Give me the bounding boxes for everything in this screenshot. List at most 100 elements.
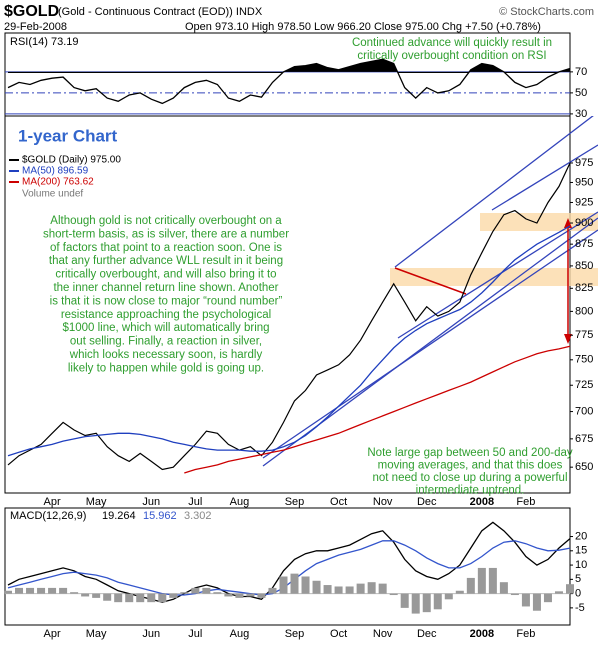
x-tick-label: Dec [417, 496, 437, 508]
histogram-bar [92, 593, 101, 598]
x-tick-label: Aug [230, 496, 250, 508]
x-tick-label: Apr [44, 628, 61, 640]
rsi-annotation: Continued advance will quickly result in [352, 37, 552, 49]
series-line [7, 225, 571, 457]
histogram-bar [334, 586, 343, 594]
histogram-bar [180, 592, 189, 594]
y-tick-label: 950 [575, 176, 593, 188]
macd-label: MACD(12,26,9) [10, 510, 86, 522]
note-line: critically overbought, and will also bri… [55, 269, 276, 281]
histogram-bar [147, 593, 156, 603]
histogram-bar [455, 590, 464, 594]
legend-label: $GOLD (Daily) 975.00 [22, 155, 121, 166]
y-tick-label: 650 [575, 461, 593, 473]
trend-line [397, 211, 598, 339]
y-tick-label: 5 [575, 573, 581, 585]
histogram-bar [224, 593, 233, 597]
histogram-bar [543, 593, 552, 603]
histogram-bar [345, 586, 354, 594]
x-tick-label: Oct [330, 496, 347, 508]
x-tick-label: Nov [373, 628, 393, 640]
histogram-bar [444, 593, 453, 600]
macd-value: 19.264 [102, 510, 136, 522]
note-line: Note large gap between 50 and 200-day [367, 447, 572, 459]
histogram-bar [114, 593, 123, 603]
note-line: out selling. Finally, a reaction in silv… [70, 336, 262, 348]
histogram-bar [15, 587, 24, 594]
histogram-bar [532, 593, 541, 611]
histogram-bar [257, 593, 266, 598]
histogram-bar [554, 591, 563, 594]
note-line: resistance approaching the psychological [61, 309, 271, 321]
description: (Gold - Continuous Contract (EOD)) INDX [58, 6, 263, 18]
note-line: the inner channel return line shown. Ano… [53, 282, 278, 294]
y-tick-label: 675 [575, 433, 593, 445]
y-tick-label: 875 [575, 238, 593, 250]
histogram-bar [246, 593, 255, 597]
x-tick-label: Nov [373, 496, 393, 508]
x-tick-label: Apr [44, 496, 61, 508]
histogram-bar [323, 585, 332, 594]
histogram-bar [4, 590, 12, 594]
x-tick-label: Sep [285, 628, 305, 640]
overbought-fill [8, 59, 570, 73]
trend-line [262, 229, 598, 459]
histogram-bar [136, 593, 145, 603]
histogram-bar [312, 580, 321, 594]
histogram-bar [356, 583, 365, 594]
x-tick-label: Feb [516, 628, 535, 640]
signal-value: 15.962 [143, 510, 177, 522]
histogram-bar [510, 593, 519, 596]
y-tick-label: 800 [575, 305, 593, 317]
histogram-bar [488, 567, 497, 594]
histogram-bar [125, 593, 134, 603]
x-tick-label: Oct [330, 628, 347, 640]
histogram-value: 3.302 [184, 510, 212, 522]
series-line [184, 345, 571, 474]
note-line: intermediate uptrend. [416, 485, 525, 497]
x-tick-label: May [86, 496, 107, 508]
trend-line [394, 116, 594, 268]
x-tick-label: Sep [285, 496, 305, 508]
x-tick-label: Jul [188, 496, 202, 508]
x-tick-label: 2008 [470, 628, 494, 640]
legend-label: MA(200) 763.62 [22, 177, 94, 188]
histogram-bar [169, 593, 178, 598]
note-line: Although gold is not critically overboug… [50, 215, 282, 227]
x-tick-label: Aug [230, 628, 250, 640]
series-line [7, 540, 571, 596]
rsi-label: RSI(14) 73.19 [10, 36, 78, 48]
legend-label: MA(50) 896.59 [22, 166, 89, 177]
histogram-bar [235, 593, 244, 598]
red-line [394, 267, 467, 295]
histogram-bar [213, 592, 222, 594]
y-tick-label: 0 [575, 588, 581, 600]
y-tick-label: 30 [575, 108, 587, 120]
histogram-bar [48, 587, 57, 594]
histogram-bar [103, 593, 112, 601]
note-line: not need to close up during a powerful [373, 472, 568, 484]
histogram-bar [433, 593, 442, 610]
y-tick-label: 725 [575, 379, 593, 391]
y-tick-label: 70 [575, 66, 587, 78]
y-tick-label: 925 [575, 196, 593, 208]
y-tick-label: 10 [575, 559, 587, 571]
histogram-bar [70, 592, 79, 594]
copyright: © StockCharts.com [499, 6, 594, 18]
quote: Open 973.10 High 978.50 Low 966.20 Close… [185, 21, 541, 33]
histogram-bar [279, 576, 288, 594]
note-line: which looks necessary soon, is hardly [69, 349, 263, 361]
histogram-bar [26, 587, 35, 594]
price-frame [4, 115, 571, 494]
note-line: likely to happen while gold is going up. [68, 362, 264, 374]
histogram-bar [566, 584, 574, 594]
x-tick-label: May [86, 628, 107, 640]
note-line: $1000 line, which will automatically bri… [62, 322, 269, 334]
histogram-bar [367, 582, 376, 594]
histogram-bar [268, 587, 277, 594]
x-tick-label: Jul [188, 628, 202, 640]
histogram-bar [81, 593, 90, 597]
histogram-bar [158, 593, 167, 603]
note-line: short-term basis, as is silver, there ar… [43, 228, 289, 240]
